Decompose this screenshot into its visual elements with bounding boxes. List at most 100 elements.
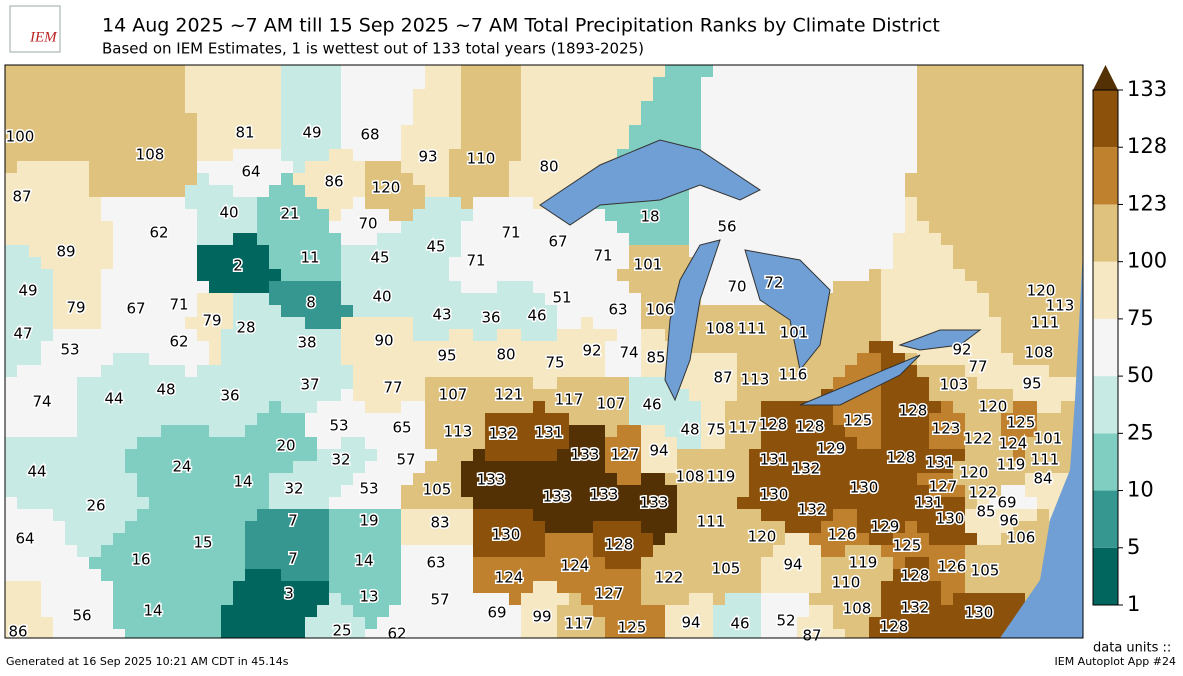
district-label: 7	[288, 550, 298, 568]
district-cell	[113, 221, 125, 233]
district-cell	[569, 317, 581, 329]
district-cell	[521, 629, 533, 638]
district-cell	[305, 209, 317, 221]
colorbar-bin	[1093, 318, 1118, 377]
district-cell	[641, 461, 653, 473]
district-cell	[53, 113, 65, 125]
district-cell	[593, 473, 605, 485]
district-cell	[761, 533, 773, 545]
district-cell	[773, 353, 785, 365]
district-cell	[461, 341, 473, 353]
district-cell	[833, 449, 845, 461]
district-cell	[689, 485, 701, 497]
district-cell	[737, 509, 749, 521]
district-cell	[737, 581, 749, 593]
district-cell	[137, 545, 149, 557]
district-cell	[593, 293, 605, 305]
district-cell	[53, 101, 65, 113]
district-cell	[53, 473, 65, 485]
district-cell	[917, 365, 929, 377]
district-cell	[353, 257, 365, 269]
district-cell	[677, 245, 689, 257]
district-cell	[689, 569, 701, 581]
district-cell	[245, 509, 257, 521]
district-cell	[1025, 353, 1037, 365]
district-cell	[161, 125, 173, 137]
district-cell	[521, 329, 533, 341]
district-cell	[233, 293, 245, 305]
district-cell	[173, 593, 185, 605]
district-cell	[221, 281, 233, 293]
district-cell	[89, 173, 101, 185]
district-cell	[509, 137, 521, 149]
district-cell	[929, 221, 941, 233]
district-cell	[461, 413, 473, 425]
district-cell	[833, 305, 845, 317]
district-cell	[461, 137, 473, 149]
district-cell	[413, 137, 425, 149]
district-cell	[197, 521, 209, 533]
district-cell	[521, 233, 533, 245]
district-cell	[461, 605, 473, 617]
district-cell	[5, 401, 17, 413]
district-cell	[17, 113, 29, 125]
district-cell	[305, 305, 317, 317]
district-cell	[5, 125, 17, 137]
district-cell	[101, 101, 113, 113]
district-cell	[65, 197, 77, 209]
district-cell	[581, 461, 593, 473]
district-cell	[305, 101, 317, 113]
district-cell	[461, 569, 473, 581]
district-cell	[545, 233, 557, 245]
district-cell	[245, 581, 257, 593]
district-cell	[833, 605, 845, 617]
district-cell	[545, 173, 557, 185]
district-cell	[413, 449, 425, 461]
district-cell	[497, 341, 509, 353]
district-cell	[281, 161, 293, 173]
district-cell	[749, 461, 761, 473]
district-cell	[785, 197, 797, 209]
district-cell	[1013, 377, 1025, 389]
district-cell	[545, 545, 557, 557]
district-cell	[233, 521, 245, 533]
district-cell	[221, 629, 233, 638]
district-cell	[269, 269, 281, 281]
district-cell	[893, 161, 905, 173]
district-cell	[197, 509, 209, 521]
district-cell	[221, 425, 233, 437]
district-cell	[533, 185, 545, 197]
district-cell	[101, 389, 113, 401]
district-cell	[509, 353, 521, 365]
district-cell	[305, 233, 317, 245]
district-label: 131	[760, 451, 789, 469]
district-cell	[485, 557, 497, 569]
district-cell	[305, 65, 317, 77]
district-cell	[521, 377, 533, 389]
district-cell	[101, 281, 113, 293]
district-cell	[749, 449, 761, 461]
district-cell	[353, 149, 365, 161]
district-cell	[461, 581, 473, 593]
district-cell	[53, 341, 65, 353]
district-cell	[185, 617, 197, 629]
district-cell	[725, 65, 737, 77]
district-cell	[929, 293, 941, 305]
district-cell	[197, 485, 209, 497]
district-cell	[329, 401, 341, 413]
district-cell	[989, 173, 1001, 185]
district-cell	[713, 629, 725, 638]
district-cell	[581, 449, 593, 461]
district-cell	[89, 425, 101, 437]
district-cell	[641, 125, 653, 137]
district-label: 63	[608, 301, 627, 319]
district-cell	[533, 269, 545, 281]
district-cell	[257, 197, 269, 209]
district-cell	[953, 377, 965, 389]
district-cell	[941, 221, 953, 233]
district-cell	[629, 449, 641, 461]
district-cell	[737, 629, 749, 638]
district-cell	[749, 401, 761, 413]
district-cell	[245, 281, 257, 293]
district-cell	[677, 389, 689, 401]
